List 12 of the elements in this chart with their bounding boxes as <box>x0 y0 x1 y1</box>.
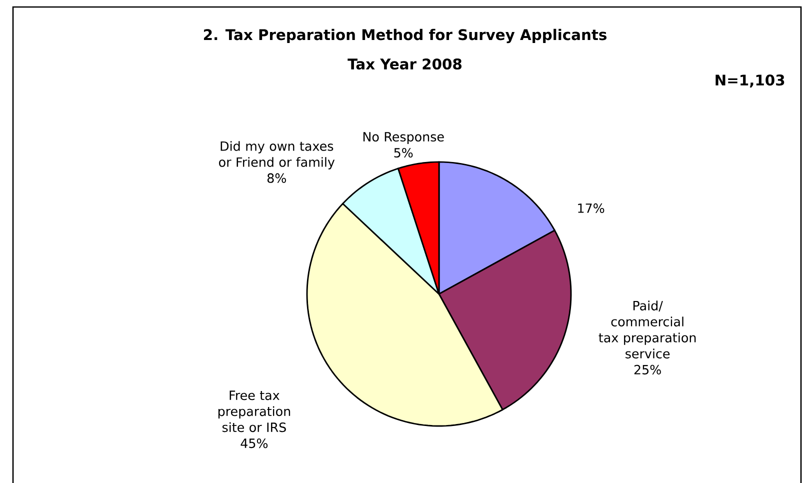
chart-title: 2. Tax Preparation Method for Survey Applicants <box>204 28 606 44</box>
slice-label: Did my own taxes or Friend or family <box>219 141 335 170</box>
chart-subtitle: Tax Year 2008 <box>348 58 462 70</box>
data-label: 17% <box>578 203 604 213</box>
slice-label: No Response <box>363 132 444 144</box>
data-label: 8% <box>267 173 286 183</box>
data-label: 5% <box>394 148 413 158</box>
data-label: 25% <box>634 364 661 374</box>
text: N=1,103 <box>716 74 784 88</box>
data-label: 45% <box>240 438 268 448</box>
slice-label: Free tax preparation site or IRS <box>218 390 290 432</box>
slice-label: Paid/ commercial tax preparation service <box>598 300 696 358</box>
